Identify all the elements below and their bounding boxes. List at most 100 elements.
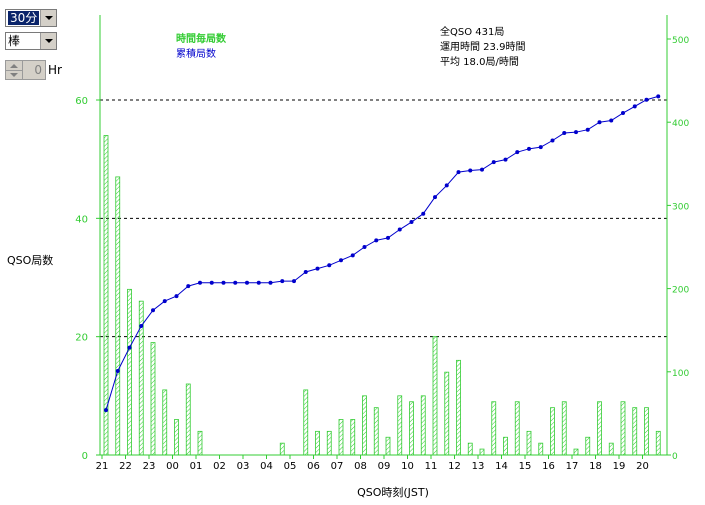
cumulative-point-29 xyxy=(444,183,449,188)
bar-20 xyxy=(338,419,344,456)
cumulative-point-8 xyxy=(198,280,202,285)
bar-44 xyxy=(620,401,626,456)
left-tick-label-20: 20 xyxy=(75,333,88,344)
cumulative-point-38 xyxy=(550,138,555,143)
x-tick-label-22: 22 xyxy=(119,461,132,472)
bar-47 xyxy=(655,430,661,456)
cumulative-point-20 xyxy=(339,258,343,263)
cumulative-point-43 xyxy=(609,118,614,123)
cumulative-point-36 xyxy=(527,146,531,151)
x-tick-label-06: 06 xyxy=(307,461,320,472)
x-tick-label-17: 17 xyxy=(566,461,579,472)
cumulative-point-13 xyxy=(256,280,261,285)
summary-average: 平均 18.0局/時間 xyxy=(440,56,519,68)
cumulative-point-33 xyxy=(491,160,496,165)
bar-19 xyxy=(326,430,332,456)
chart-type-dropdown-icon[interactable] xyxy=(40,33,56,49)
cumulative-point-25 xyxy=(397,227,402,232)
x-tick-label-18: 18 xyxy=(589,461,602,472)
bar-7 xyxy=(185,383,191,456)
spin-down-icon[interactable] xyxy=(6,71,22,80)
bar-39 xyxy=(561,401,567,456)
left-tick-label-60: 60 xyxy=(75,96,88,107)
bar-46 xyxy=(644,407,649,456)
bar-2 xyxy=(127,288,132,456)
x-tick-label-11: 11 xyxy=(425,461,438,472)
bar-5 xyxy=(162,389,168,456)
hour-unit-label: Hr xyxy=(48,63,62,77)
x-tick-label-05: 05 xyxy=(284,461,297,472)
interval-dropdown-icon[interactable] xyxy=(40,10,56,26)
bar-17 xyxy=(303,389,309,456)
cumulative-point-35 xyxy=(515,150,520,155)
spin-up-icon[interactable] xyxy=(6,61,22,71)
left-tick-label-0: 0 xyxy=(82,451,88,462)
cumulative-point-19 xyxy=(327,263,332,268)
x-tick-label-21: 21 xyxy=(96,461,109,472)
cumulative-line xyxy=(105,95,659,411)
bar-23 xyxy=(373,407,379,456)
x-axis-title: QSO時刻(JST) xyxy=(357,485,429,499)
x-tick-label-08: 08 xyxy=(354,461,367,472)
cumulative-point-22 xyxy=(362,245,367,249)
chart-type-select-value: 棒 xyxy=(8,34,21,48)
cumulative-point-6 xyxy=(174,294,179,299)
chart-type-select[interactable]: 棒 xyxy=(5,32,57,50)
y-axis-title: QSO局数 xyxy=(7,254,53,267)
cumulative-point-10 xyxy=(221,280,226,285)
right-tick-label-400: 400 xyxy=(672,119,689,129)
bar-8 xyxy=(197,430,203,456)
bar-21 xyxy=(350,419,356,456)
bar-28 xyxy=(432,336,438,456)
bar-4 xyxy=(150,342,156,456)
bar-27 xyxy=(420,395,426,456)
x-tick-label-10: 10 xyxy=(401,461,414,472)
cumulative-point-32 xyxy=(480,167,484,172)
cumulative-point-41 xyxy=(585,127,590,132)
bar-35 xyxy=(514,401,520,456)
cumulative-point-18 xyxy=(315,266,320,271)
bar-22 xyxy=(362,395,367,456)
cumulative-point-4 xyxy=(151,308,155,313)
bar-42 xyxy=(597,401,602,456)
cumulative-point-0 xyxy=(104,408,108,413)
bar-38 xyxy=(550,407,555,456)
bar-32 xyxy=(479,448,485,456)
hour-value[interactable]: 0 xyxy=(22,60,46,80)
cumulative-point-21 xyxy=(350,253,355,258)
cumulative-point-14 xyxy=(268,280,273,285)
x-tick-label-09: 09 xyxy=(378,461,391,472)
cumulative-point-42 xyxy=(597,120,602,125)
cumulative-point-12 xyxy=(245,280,249,285)
right-tick-label-500: 500 xyxy=(672,36,689,46)
x-tick-label-13: 13 xyxy=(472,461,485,472)
cumulative-point-34 xyxy=(503,157,508,162)
cumulative-point-39 xyxy=(562,131,567,136)
x-tick-label-00: 00 xyxy=(166,461,179,472)
x-tick-label-19: 19 xyxy=(613,461,626,472)
cumulative-point-16 xyxy=(292,279,296,284)
bar-41 xyxy=(585,436,591,456)
bar-18 xyxy=(315,430,320,456)
x-tick-label-16: 16 xyxy=(542,461,555,472)
x-tick-label-07: 07 xyxy=(331,461,344,472)
x-tick-label-03: 03 xyxy=(237,461,250,472)
cumulative-point-37 xyxy=(538,145,543,150)
x-tick-label-14: 14 xyxy=(495,461,508,472)
bar-25 xyxy=(397,395,403,456)
bar-15 xyxy=(279,442,285,456)
interval-select[interactable]: 30分 xyxy=(5,9,57,27)
x-tick-label-04: 04 xyxy=(260,461,273,472)
bar-6 xyxy=(174,419,179,456)
right-tick-label-100: 100 xyxy=(672,369,689,379)
cumulative-point-3 xyxy=(139,324,144,329)
hour-spinner[interactable] xyxy=(5,60,23,80)
cumulative-point-11 xyxy=(233,280,238,285)
summary-hours: 運用時間 23.9時間 xyxy=(440,41,525,53)
bar-1 xyxy=(115,176,121,456)
bar-34 xyxy=(503,436,508,456)
cumulative-point-27 xyxy=(421,211,426,216)
x-tick-label-23: 23 xyxy=(143,461,156,472)
bar-37 xyxy=(538,442,544,456)
